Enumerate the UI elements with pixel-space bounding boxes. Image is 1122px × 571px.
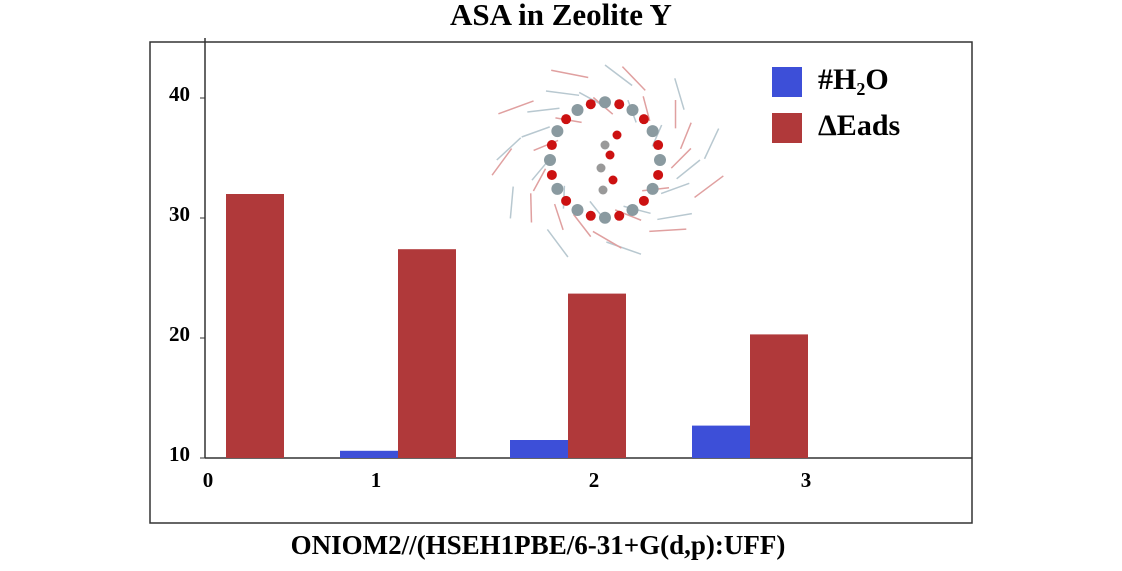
bar xyxy=(226,194,284,458)
atom xyxy=(646,182,659,195)
bond xyxy=(670,147,692,169)
atom xyxy=(626,204,639,217)
bond xyxy=(604,64,633,87)
atom xyxy=(551,125,564,138)
atom xyxy=(599,211,611,224)
bond xyxy=(521,126,550,138)
legend-swatch xyxy=(772,113,802,143)
y-tick-label: 10 xyxy=(169,442,190,466)
bond xyxy=(674,78,685,110)
atom xyxy=(596,163,606,173)
bond xyxy=(551,69,589,79)
bond xyxy=(553,203,564,231)
atom xyxy=(561,195,572,206)
bond xyxy=(679,122,692,150)
atom xyxy=(626,103,639,116)
atom xyxy=(598,185,608,195)
bond xyxy=(642,96,651,122)
y-tick-label: 20 xyxy=(169,322,190,346)
atom xyxy=(600,140,610,150)
atom xyxy=(561,114,572,125)
x-tick-label: 0 xyxy=(203,468,214,492)
y-tick-label: 30 xyxy=(169,202,190,226)
bond xyxy=(649,228,687,233)
x-tick-label: 2 xyxy=(589,468,600,492)
chart-title: ASA in Zeolite Y xyxy=(450,0,672,32)
bond xyxy=(496,137,522,161)
bond xyxy=(532,168,547,192)
plot-frame xyxy=(149,41,973,524)
bond xyxy=(592,230,622,249)
atom xyxy=(605,150,615,160)
bar xyxy=(692,425,750,458)
bond xyxy=(606,241,642,255)
bar xyxy=(510,440,568,458)
bond xyxy=(621,66,646,91)
atom xyxy=(571,204,584,217)
bond xyxy=(694,175,724,199)
atom xyxy=(585,99,596,110)
legend-label: ΔEads xyxy=(818,109,900,142)
bar xyxy=(340,450,398,458)
bond xyxy=(509,186,514,219)
atom xyxy=(599,96,611,109)
atom xyxy=(612,130,622,140)
legend-label: #H₂O xyxy=(818,63,889,96)
atom xyxy=(546,140,557,151)
atom xyxy=(585,210,596,221)
bond xyxy=(545,90,580,97)
atom xyxy=(544,154,556,166)
bar xyxy=(568,293,626,458)
bond xyxy=(572,213,592,238)
bond xyxy=(498,100,534,115)
atom xyxy=(546,169,557,180)
bond xyxy=(657,212,692,221)
x-tick-label: 3 xyxy=(801,468,812,492)
atom xyxy=(654,154,666,166)
legend-swatch xyxy=(772,67,802,97)
bar xyxy=(750,334,808,458)
molecule-illustration xyxy=(491,64,724,258)
bond xyxy=(546,229,569,258)
y-tick-label: 40 xyxy=(169,82,190,106)
atom xyxy=(551,182,564,195)
bond xyxy=(529,193,533,223)
x-tick-label: 1 xyxy=(371,468,382,492)
atom xyxy=(614,99,625,110)
atom xyxy=(653,169,664,180)
atom xyxy=(653,140,664,151)
bond xyxy=(527,107,560,113)
bar xyxy=(398,249,456,458)
atom xyxy=(614,210,625,221)
atom xyxy=(608,175,618,185)
atom xyxy=(638,195,649,206)
bond xyxy=(676,159,701,180)
bond xyxy=(660,182,690,195)
bond xyxy=(703,128,720,160)
atom xyxy=(638,114,649,125)
bond xyxy=(491,148,513,176)
x-axis-label: ONIOM2//(HSEH1PBE/6-31+G(d,p):UFF) xyxy=(291,530,786,560)
atom xyxy=(571,103,584,116)
atom xyxy=(646,125,659,138)
